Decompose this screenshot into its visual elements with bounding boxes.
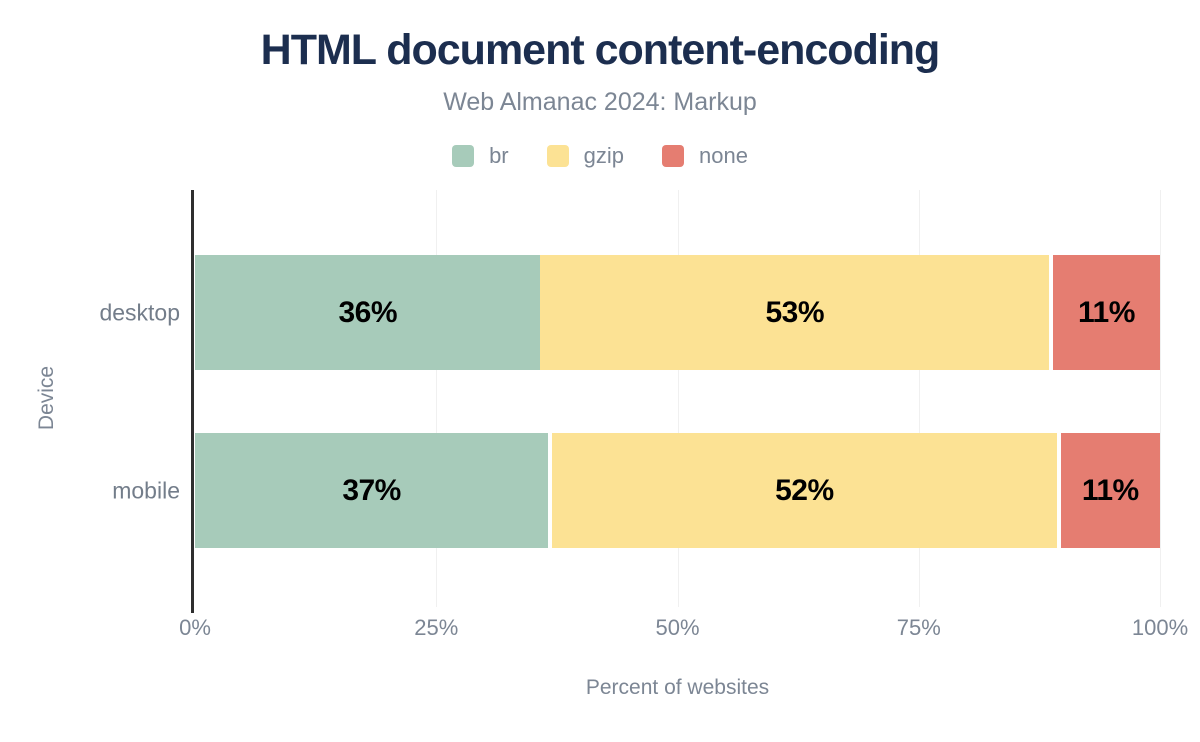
bar-segment-desktop-none[interactable]: 11%: [1052, 255, 1160, 370]
gridline-100: [1160, 190, 1161, 607]
bar-segment-mobile-gzip[interactable]: 52%: [552, 433, 1057, 548]
legend-swatch-br: [452, 145, 475, 167]
bar-label-mobile-gzip: 52%: [775, 473, 834, 507]
bar-row-desktop: 36% 53% 11%: [195, 255, 1160, 370]
gridline-75: [918, 190, 920, 607]
x-axis-tick-zero: [191, 607, 194, 613]
y-axis-line: [191, 190, 194, 607]
legend-label-none: none: [698, 143, 748, 168]
plot-area: 36% 53% 11% 37% 52% 11%: [191, 190, 1161, 613]
legend-swatch-none: [661, 145, 684, 167]
gridline-50: [677, 190, 679, 607]
bar-label-mobile-br: 37%: [342, 473, 401, 507]
x-tick-label-50: 50%: [655, 615, 700, 640]
legend-item-gzip[interactable]: gzip: [546, 143, 624, 169]
bar-segment-desktop-gzip[interactable]: 53%: [540, 255, 1050, 370]
bar-label-desktop-br: 36%: [338, 295, 397, 329]
bar-segment-desktop-br[interactable]: 36%: [195, 255, 541, 370]
x-axis-title: Percent of websites: [585, 676, 770, 699]
legend-item-br[interactable]: br: [452, 143, 509, 169]
legend-label-gzip: gzip: [583, 143, 624, 168]
y-axis-title: Device: [35, 365, 58, 431]
category-label-mobile: mobile: [112, 477, 180, 503]
x-tick-label-100: 100%: [1131, 615, 1189, 640]
chart-subtitle: Web Almanac 2024: Markup: [443, 88, 757, 116]
bar-label-desktop-none: 11%: [1077, 295, 1135, 329]
chart-title: HTML document content-encoding: [260, 26, 941, 74]
bar-segment-mobile-br[interactable]: 37%: [195, 433, 549, 548]
x-tick-label-75: 75%: [896, 615, 941, 640]
legend-item-none[interactable]: none: [661, 143, 748, 169]
gridline-25: [436, 190, 438, 607]
bar-segment-mobile-none[interactable]: 11%: [1060, 433, 1160, 548]
bar-row-mobile: 37% 52% 11%: [195, 433, 1160, 548]
x-tick-label-0: 0%: [179, 615, 211, 640]
bar-label-mobile-none: 11%: [1081, 473, 1139, 507]
legend-swatch-gzip: [546, 145, 569, 167]
legend-label-br: br: [489, 143, 509, 168]
legend: br gzip none: [0, 140, 1200, 172]
category-label-desktop: desktop: [99, 299, 180, 325]
x-tick-label-25: 25%: [414, 615, 459, 640]
bar-label-desktop-gzip: 53%: [765, 295, 825, 329]
